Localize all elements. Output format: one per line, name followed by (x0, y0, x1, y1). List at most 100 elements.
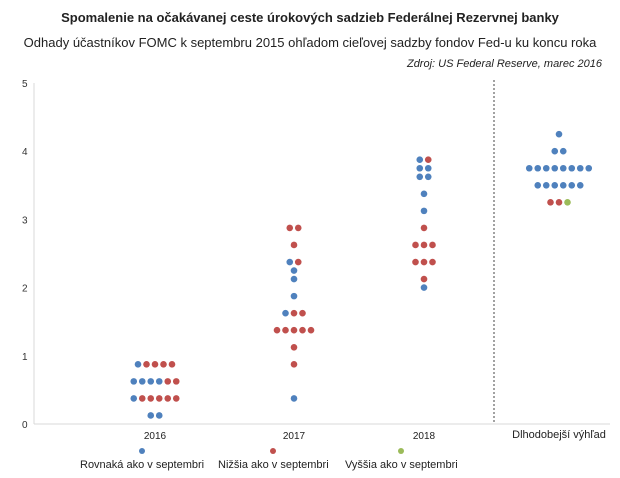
legend-item-lower: Nižšia ako v septembri (218, 448, 329, 471)
x-tick-labels: 2016 2017 2018 Dlhodobejší výhľad (144, 429, 606, 442)
dot-same (155, 378, 163, 385)
dot-same (420, 207, 428, 215)
dot-same (551, 182, 559, 189)
dot-same (134, 361, 142, 368)
dot-same (534, 182, 542, 189)
dot-same (424, 173, 432, 181)
dot-same (576, 182, 584, 189)
dot-same (551, 147, 559, 155)
dot-same (290, 267, 298, 274)
dot-same (559, 182, 567, 189)
dot-same (568, 182, 576, 189)
legend-marker-same (139, 448, 146, 454)
legend-label-same: Rovnaká ako v septembri (80, 459, 205, 471)
dot-same (534, 164, 542, 172)
dot-same (416, 164, 424, 172)
y-tick-label: 0 (22, 420, 28, 431)
dot-same (286, 258, 294, 266)
dot-same (290, 395, 298, 402)
dot-lower (299, 309, 306, 317)
dot-lower (290, 343, 298, 351)
dot-lower (273, 326, 281, 334)
legend-item-higher: Vyššia ako v septembri (345, 448, 458, 471)
dot-same (290, 275, 298, 283)
dot-same (416, 156, 424, 164)
dot-lower (420, 258, 428, 266)
y-tick-label: 5 (22, 79, 28, 90)
dot-same (290, 292, 298, 300)
dot-lower (282, 326, 289, 334)
dot-same (559, 164, 567, 172)
dot-lower (151, 361, 159, 368)
dot-lower (294, 258, 302, 266)
dot-lower (143, 361, 150, 368)
dot-same (138, 378, 146, 385)
dot-same (585, 164, 593, 172)
dot-lower (420, 224, 428, 232)
dot-lower (420, 241, 428, 249)
dot-same (525, 164, 533, 172)
legend-marker-higher (398, 448, 405, 454)
dot-same (420, 190, 428, 198)
dot-lower (299, 326, 306, 334)
legend-label-lower: Nižšia ako v septembri (218, 459, 329, 471)
dot-lower (290, 361, 298, 368)
x-tick-label: Dlhodobejší výhľad (512, 429, 606, 441)
dot-lower (164, 395, 172, 402)
legend-item-same: Rovnaká ako v septembri (80, 448, 204, 471)
dot-lower (412, 241, 419, 249)
dot-lower (547, 199, 554, 206)
dot-lower (155, 395, 163, 402)
dot-lower (290, 309, 298, 317)
legend-label-higher: Vyššia ako v septembri (345, 459, 458, 471)
dot-lower (168, 361, 176, 368)
dot-same (551, 164, 559, 172)
dot-lower (290, 326, 298, 334)
chart-subtitle: Odhady účastníkov FOMC k septembru 2015 … (23, 35, 597, 50)
x-tick-label: 2016 (144, 431, 167, 442)
dot-lower (429, 258, 436, 266)
dot-same (568, 164, 576, 172)
dot-same (130, 395, 138, 402)
dot-lower (160, 361, 167, 368)
dot-same (420, 284, 428, 291)
dot-lower (307, 326, 315, 334)
dot-same (542, 164, 550, 172)
dot-lower (424, 156, 432, 164)
dot-lower (147, 395, 155, 402)
y-tick-label: 1 (22, 352, 28, 363)
dot-same (147, 412, 155, 419)
chart-source: Zdroj: US Federal Reserve, marec 2016 (406, 58, 602, 70)
dot-same (576, 164, 584, 172)
chart-title: Spomalenie na očakávanej ceste úrokových… (61, 10, 559, 25)
dot-lower (555, 199, 563, 206)
dot-lower (290, 241, 298, 249)
dot-lower (138, 395, 146, 402)
dot-lower (172, 395, 180, 402)
x-tick-label: 2018 (413, 431, 436, 442)
dot-lower (429, 241, 436, 249)
y-tick-label: 3 (22, 215, 28, 226)
dot-same (416, 173, 424, 181)
y-tick-label: 4 (22, 147, 28, 158)
dot-marks (130, 130, 593, 419)
dot-same (155, 412, 163, 419)
dot-lower (164, 378, 172, 385)
dot-same (147, 378, 155, 385)
dot-higher (564, 199, 571, 206)
dot-lower (420, 275, 428, 283)
dot-same (555, 130, 563, 138)
y-tick-labels: 0 1 2 3 4 5 (22, 79, 28, 431)
y-tick-label: 2 (22, 284, 28, 295)
dot-lower (172, 378, 180, 385)
dot-lower (412, 258, 419, 266)
dot-lower (286, 224, 294, 232)
legend-marker-lower (270, 448, 277, 454)
dot-lower (294, 224, 302, 232)
dot-same (130, 378, 138, 385)
x-tick-label: 2017 (283, 431, 306, 442)
dot-same (559, 147, 567, 155)
dot-same (424, 164, 432, 172)
dot-same (542, 182, 550, 189)
